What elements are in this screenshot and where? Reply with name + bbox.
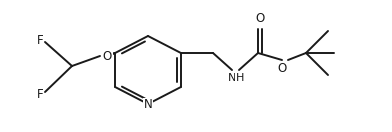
Text: O: O (102, 50, 112, 62)
Text: N: N (228, 73, 236, 83)
Text: N: N (143, 98, 152, 112)
Text: O: O (278, 62, 287, 76)
Text: F: F (37, 88, 43, 100)
Text: O: O (255, 13, 265, 25)
Text: F: F (37, 34, 43, 46)
Text: H: H (236, 73, 244, 83)
